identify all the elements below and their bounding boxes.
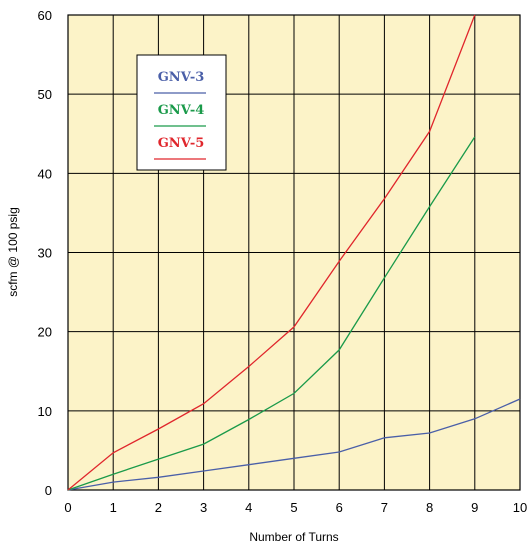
x-tick-label: 1	[110, 500, 117, 515]
x-tick-label: 9	[471, 500, 478, 515]
legend: GNV-3 GNV-4 GNV-5	[136, 54, 227, 171]
series-line-gnv-3	[67, 398, 521, 491]
x-tick-label: 10	[513, 500, 527, 515]
series-line-gnv-5	[67, 14, 476, 491]
x-tick-label: 3	[200, 500, 207, 515]
y-tick-labels: 0 10 20 30 40 50 60	[38, 8, 52, 498]
x-tick-label: 2	[155, 500, 162, 515]
x-axis-label: Number of Turns	[249, 530, 338, 544]
series-lines	[67, 14, 521, 491]
y-tick-label: 50	[38, 87, 52, 102]
y-tick-label: 20	[38, 325, 52, 340]
y-tick-label: 0	[45, 483, 52, 498]
y-tick-label: 30	[38, 246, 52, 261]
y-tick-label: 40	[38, 166, 52, 181]
x-tick-label: 6	[336, 500, 343, 515]
plot-border	[67, 14, 521, 491]
x-tick-label: 7	[381, 500, 388, 515]
x-tick-label: 8	[426, 500, 433, 515]
x-tick-label: 0	[64, 500, 71, 515]
legend-label-gnv-5: GNV-5	[158, 136, 205, 151]
legend-label-gnv-3: GNV-3	[158, 70, 205, 85]
x-tick-label: 5	[290, 500, 297, 515]
y-axis-label: scfm @ 100 psig	[6, 207, 20, 297]
legend-box	[136, 54, 227, 171]
series-line-gnv-4	[67, 136, 476, 491]
x-tick-label: 4	[245, 500, 252, 515]
y-tick-label: 10	[38, 404, 52, 419]
legend-label-gnv-4: GNV-4	[158, 103, 205, 118]
x-tick-labels: 0 1 2 3 4 5 6 7 8 9 10	[64, 500, 527, 515]
y-tick-label: 60	[38, 8, 52, 23]
